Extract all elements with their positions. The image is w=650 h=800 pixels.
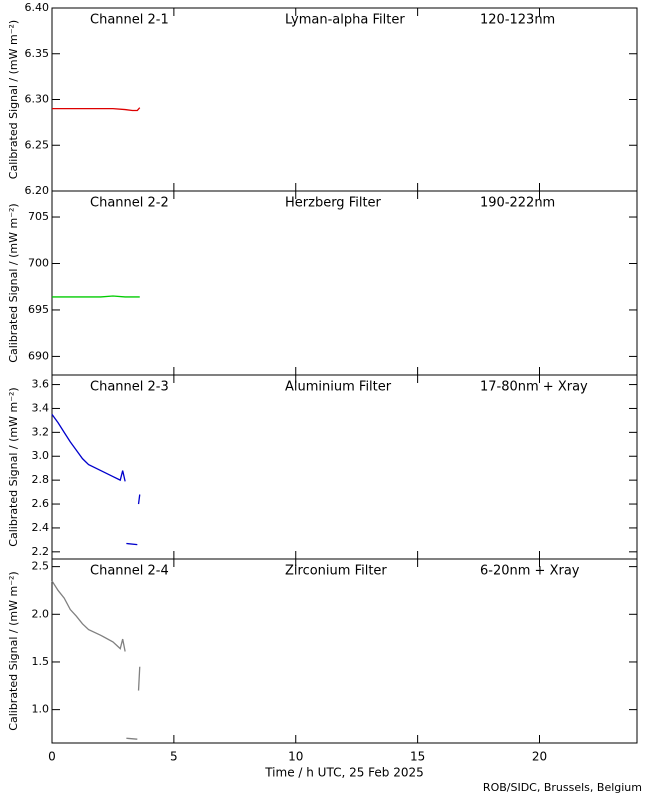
- x-tick-label: 0: [48, 750, 56, 764]
- panel-annotation: 17-80nm + Xray: [480, 380, 588, 395]
- y-tick-label: 3.4: [32, 401, 50, 414]
- panel-frame: [51, 558, 638, 744]
- panel-annotation: Herzberg Filter: [285, 196, 382, 211]
- y-tick-label: 6.40: [25, 1, 50, 14]
- y-tick-label: 2.0: [32, 607, 50, 620]
- signal-line: [51, 580, 141, 740]
- y-tick-label: 3.0: [32, 449, 50, 462]
- signal-line: [52, 107, 141, 112]
- signal-line: [51, 414, 141, 546]
- y-tick-label: 6.25: [25, 138, 50, 151]
- y-tick-label: 2.4: [32, 521, 50, 534]
- panel-frame: [51, 7, 638, 192]
- y-tick-label: 695: [28, 303, 49, 316]
- y-tick-label: 2.2: [32, 545, 50, 558]
- panel-annotation: 120-123nm: [480, 13, 555, 28]
- panel-annotation: 190-222nm: [480, 196, 555, 211]
- y-tick-label: 700: [28, 256, 49, 269]
- panel-annotation: Zirconium Filter: [285, 564, 387, 579]
- credit: ROB/SIDC, Brussels, Belgium: [483, 781, 642, 794]
- x-tick-label: 15: [410, 750, 425, 764]
- y-axis-label: Calibrated Signal / (mW m⁻²): [7, 20, 20, 179]
- y-tick-label: 1.0: [32, 703, 50, 716]
- panel-annotation: Channel 2-3: [90, 380, 169, 395]
- y-tick-label: 705: [28, 210, 49, 223]
- y-tick-label: 690: [28, 349, 49, 362]
- panel-annotation: Channel 2-1: [90, 13, 169, 28]
- panel-annotation: Channel 2-4: [90, 564, 169, 579]
- y-tick-label: 2.6: [32, 497, 50, 510]
- y-axis-label: Calibrated Signal / (mW m⁻²): [7, 571, 20, 730]
- x-tick-label: 20: [532, 750, 547, 764]
- y-tick-label: 6.20: [25, 184, 50, 197]
- panel-annotation: Aluminium Filter: [285, 380, 392, 395]
- y-tick-label: 1.5: [32, 655, 50, 668]
- panel-annotation: 6-20nm + Xray: [480, 564, 580, 579]
- y-tick-label: 6.30: [25, 93, 50, 106]
- y-axis-label: Calibrated Signal / (mW m⁻²): [7, 203, 20, 362]
- y-tick-label: 6.35: [25, 47, 50, 60]
- panel-annotation: Channel 2-2: [90, 196, 169, 211]
- panel-frame: [51, 374, 638, 560]
- panel-annotation: Lyman-alpha Filter: [285, 13, 405, 28]
- signal-line: [52, 295, 140, 298]
- y-tick-label: 3.2: [32, 425, 50, 438]
- y-tick-label: 3.6: [32, 378, 50, 391]
- y-tick-label: 2.8: [32, 473, 50, 486]
- x-tick-label: 5: [170, 750, 178, 764]
- x-tick-label: 10: [288, 750, 303, 764]
- panel-frame: [51, 190, 638, 376]
- y-tick-label: 2.5: [32, 560, 50, 573]
- x-axis-label: Time / h UTC, 25 Feb 2025: [264, 766, 424, 780]
- y-axis-label: Calibrated Signal / (mW m⁻²): [7, 387, 20, 546]
